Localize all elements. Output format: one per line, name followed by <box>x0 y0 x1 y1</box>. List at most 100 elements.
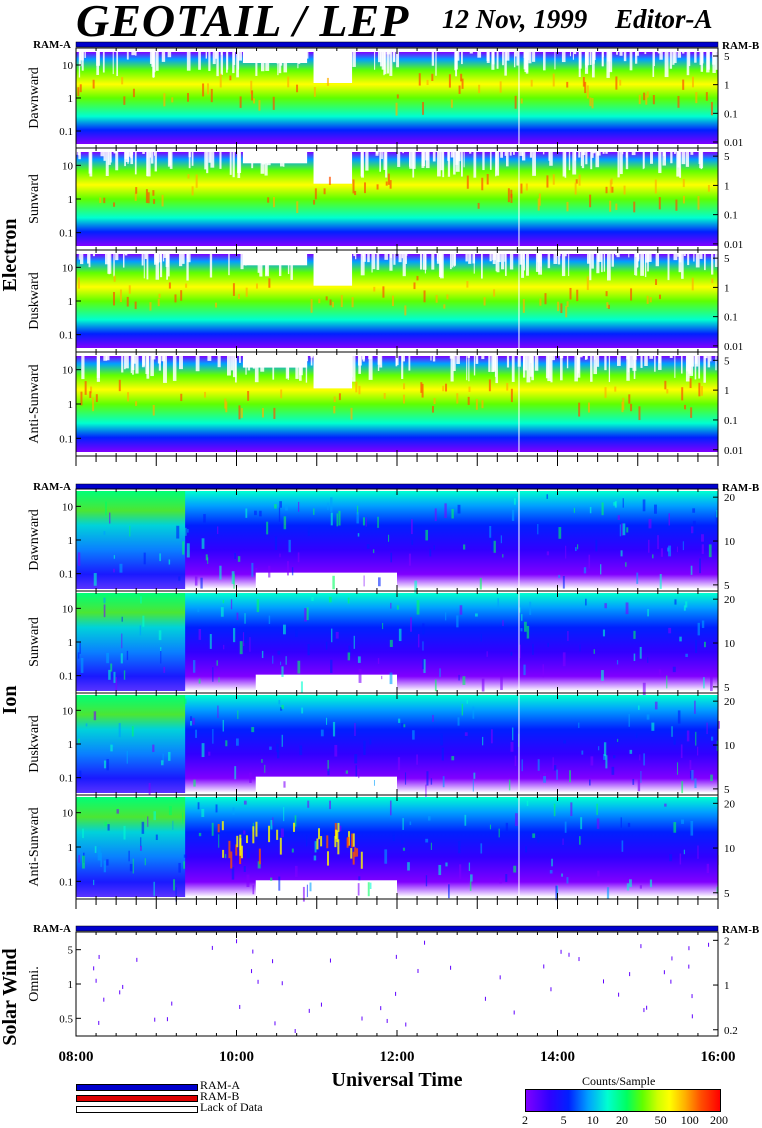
panel-ion-duskward-right-tick: 5 <box>724 784 730 796</box>
panel-electron-anti-sunward-right-tick: 0.1 <box>724 415 738 427</box>
x-tick-label: 12:00 <box>380 1049 415 1065</box>
sw-point <box>211 945 213 950</box>
panel-ion-dawnward-left-tick: 0.1 <box>59 569 73 581</box>
chart-title: GEOTAIL / LEP <box>76 0 410 46</box>
colorbar-tick-label: 100 <box>680 1113 699 1127</box>
panel-ion-anti-sunward-left-tick: 1 <box>68 842 74 854</box>
sw-point <box>239 1004 241 1009</box>
sw-point <box>236 939 238 944</box>
panel-ion-anti-sunward-right-tick: 5 <box>724 888 730 900</box>
sw-point <box>543 964 545 969</box>
panel-electron-sunward-left-tick: 10 <box>62 160 74 172</box>
sw-point <box>103 997 105 1002</box>
x-tick-label: 08:00 <box>59 1049 94 1065</box>
sw-point <box>550 987 552 992</box>
sw-point <box>386 1018 388 1023</box>
panel-electron-sunward-right-tick: 0.01 <box>724 239 743 251</box>
panel-electron-anti-sunward-right-tick: 1 <box>724 385 730 397</box>
x-tick-label: 16:00 <box>701 1049 736 1065</box>
panel-ion-anti-sunward-right-tick: 10 <box>724 843 736 855</box>
sw-point <box>122 984 124 989</box>
panel-solar-wind-omni- <box>75 931 719 1037</box>
sw-point <box>484 996 486 1001</box>
panel-ion-sunward-right-tick: 5 <box>724 682 730 694</box>
panel-solar-wind-omni--label: Omni. <box>27 966 42 1001</box>
colorbar-tick-label: 20 <box>616 1113 628 1127</box>
panel-ion-anti-sunward-right-tick: 20 <box>724 798 736 810</box>
panel-electron-sunward-left-tick: 1 <box>68 194 74 206</box>
sw-point <box>603 979 605 984</box>
colorbar-tick-label: 5 <box>560 1113 567 1127</box>
group-label-electron: Electron <box>0 219 21 292</box>
panel-electron-sunward-label: Sunward <box>27 174 42 224</box>
panel-solar-wind-omni--left-tick: 5 <box>68 945 74 957</box>
chart-editor: Editor-A <box>615 4 713 34</box>
panel-ion-duskward-right-tick: 10 <box>724 740 736 752</box>
x-tick-label: 14:00 <box>540 1049 575 1065</box>
panel-ion-sunward-right-tick: 10 <box>724 638 736 650</box>
group-label-solar-wind: Solar Wind <box>0 948 21 1045</box>
sw-point <box>560 949 562 954</box>
group-label-ion: Ion <box>0 686 21 715</box>
sw-point <box>308 1008 310 1013</box>
panel-electron-duskward-right-tick: 0.01 <box>724 341 743 353</box>
sw-point <box>136 957 138 962</box>
panel-ion-dawnward-right-tick: 20 <box>724 492 736 504</box>
panel-electron-dawnward-left-tick: 10 <box>62 60 74 72</box>
sw-point <box>380 1006 382 1011</box>
colorbar-tick-label: 10 <box>586 1113 599 1127</box>
sw-point <box>671 956 673 961</box>
sw-point <box>513 1010 515 1015</box>
sw-point <box>691 1014 693 1019</box>
sw-point <box>294 1029 296 1034</box>
ram-bar-2 <box>75 925 719 932</box>
panel-ion-dawnward-left-tick: 1 <box>68 535 74 547</box>
sw-point <box>424 940 426 945</box>
ram-bar-0 <box>75 41 719 48</box>
sw-point <box>119 990 121 995</box>
ram-right-label: RAM-B <box>722 40 760 52</box>
sw-point <box>499 975 501 980</box>
sw-point <box>450 965 452 970</box>
panel-ion-sunward-label: Sunward <box>27 617 42 667</box>
colorbar-title: Counts/Sample <box>582 1074 656 1088</box>
ram-left-label: RAM-A <box>33 923 71 935</box>
legend-label-lack: Lack of Data <box>200 1100 263 1114</box>
sw-point <box>417 968 419 973</box>
panel-electron-dawnward-right-tick: 0.01 <box>724 137 743 149</box>
colorbar-tick-label: 2 <box>522 1113 528 1127</box>
panel-electron-dawnward-right-tick: 0.1 <box>724 108 738 120</box>
sw-point <box>670 979 672 984</box>
sw-point <box>646 1005 648 1010</box>
panel-ion-dawnward-label: Dawnward <box>27 509 42 570</box>
panel-electron-duskward-label: Duskward <box>27 272 42 330</box>
sw-point <box>395 954 397 959</box>
panel-electron-duskward-left-tick: 0.1 <box>59 330 73 342</box>
colorbar-ticks: 2 5 10 20 50 100 200 <box>522 1113 728 1127</box>
ram-left-label: RAM-A <box>33 481 71 493</box>
ram-left-label: RAM-A <box>33 39 71 51</box>
panel-ion-anti-sunward-label: Anti-Sunward <box>27 807 42 886</box>
legend-swatch-ram-a <box>76 1084 198 1091</box>
panel-electron-anti-sunward-label: Anti-Sunward <box>27 364 42 443</box>
sw-point <box>251 969 253 974</box>
sw-point <box>708 942 710 947</box>
panel-electron-sunward-left-tick: 0.1 <box>59 228 73 240</box>
sw-point <box>257 979 259 984</box>
panel-ion-duskward-right-tick: 20 <box>724 696 736 708</box>
panel-ion-sunward-right-tick: 20 <box>724 594 736 606</box>
sw-point <box>629 972 631 977</box>
sw-point <box>274 1021 276 1026</box>
ram-right-label: RAM-B <box>722 482 760 494</box>
panel-electron-duskward-right-tick: 1 <box>724 282 730 294</box>
panel-electron-sunward-right-tick: 1 <box>724 180 730 192</box>
legend-swatch-ram-b <box>76 1095 198 1102</box>
sw-point <box>568 952 570 957</box>
panel-ion-dawnward-right-tick: 5 <box>724 580 730 592</box>
panel-electron-anti-sunward-left-tick: 1 <box>68 399 74 411</box>
sw-point <box>329 958 331 963</box>
panel-electron-dawnward-right-tick: 1 <box>724 80 730 92</box>
panel-solar-wind-omni--left-tick: 0.5 <box>59 1013 73 1025</box>
panel-electron-anti-sunward-right-tick: 0.01 <box>724 445 743 457</box>
